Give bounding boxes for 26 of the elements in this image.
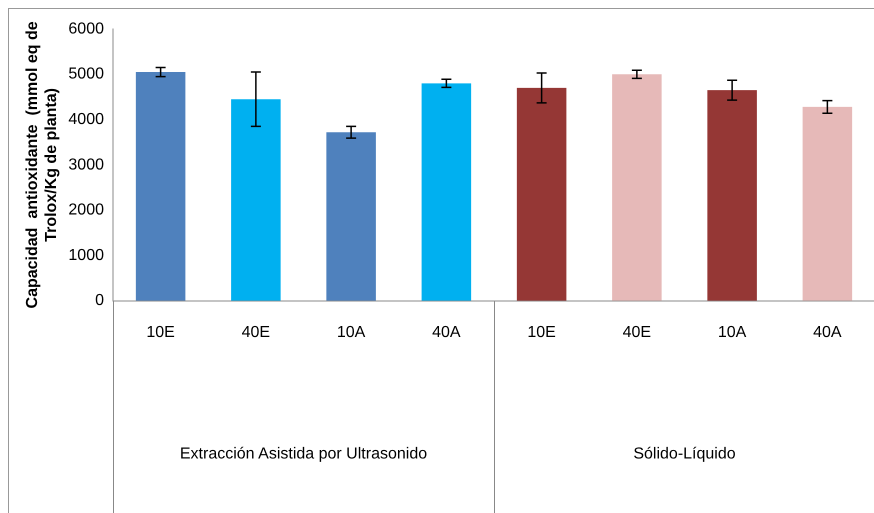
x-tick-label: 10E	[527, 324, 556, 341]
bar	[231, 99, 281, 301]
y-tick-label: 3000	[68, 156, 104, 174]
bar	[707, 90, 757, 301]
x-tick-label: 40A	[813, 324, 842, 341]
x-tick-label: 40E	[242, 324, 270, 341]
bar	[136, 72, 186, 301]
x-tick-label: 40A	[432, 324, 461, 341]
y-tick-label: 1000	[68, 246, 104, 264]
x-tick-label: 10A	[336, 324, 366, 341]
y-tick-label: 2000	[68, 202, 104, 219]
y-tick-label: 0	[95, 292, 104, 310]
y-tick-label: 4000	[68, 111, 104, 128]
y-tick-label: 6000	[68, 20, 104, 38]
y-axis-title: Capacidad antioxidante (mmol eq de Trolox/Kg de planta)	[24, 21, 60, 308]
bar	[802, 106, 852, 301]
x-tick-label: 10E	[146, 324, 175, 341]
y-tick-label: 5000	[68, 66, 104, 83]
bar	[516, 88, 566, 301]
x-tick-label: 40E	[622, 324, 652, 341]
bar	[612, 74, 662, 301]
bar	[422, 83, 472, 301]
text: Sólido-Líquido	[633, 445, 736, 462]
bar	[326, 132, 376, 301]
text: Extracción Asistida por Ultrasonido	[180, 445, 428, 462]
x-tick-label: 10A	[718, 324, 747, 341]
